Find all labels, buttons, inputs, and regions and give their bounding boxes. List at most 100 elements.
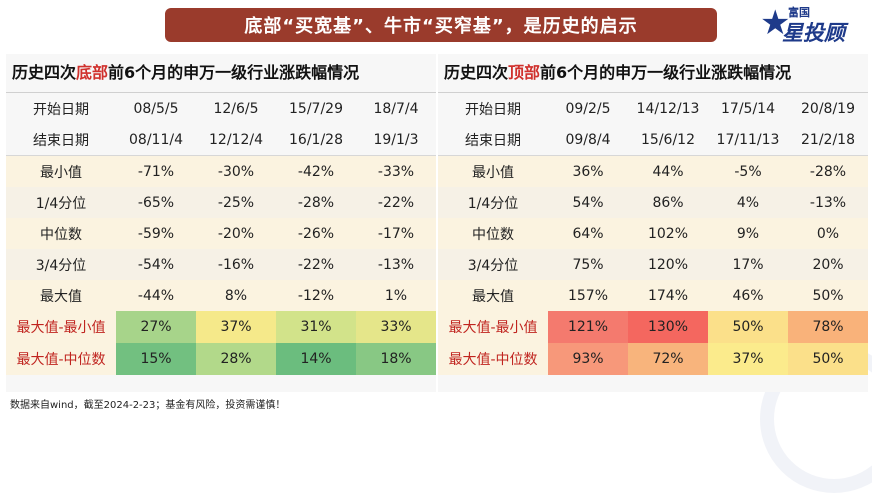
table-cell: -71%	[116, 155, 196, 187]
table-cell: 19/1/3	[356, 124, 436, 156]
bottom-panel: 历史四次底部前6个月的申万一级行业涨跌幅情况 开始日期 08/5/5 12/6/5 1…	[6, 54, 436, 392]
row-label: 开始日期	[465, 101, 521, 118]
table-cell: -42%	[276, 155, 356, 187]
row-label: 最大值-最小值	[438, 311, 548, 343]
table-cell: 0%	[788, 218, 868, 249]
table-cell: 9%	[708, 218, 788, 249]
table-cell: -16%	[196, 249, 276, 280]
table-cell: 09/2/5	[565, 100, 611, 117]
title-suffix: 前6个月的申万一级行业涨跌幅情况	[108, 63, 360, 82]
table-cell: 1%	[356, 280, 436, 311]
table-cell: 20%	[788, 249, 868, 280]
table-cell: -28%	[788, 155, 868, 187]
row-label: 最小值	[438, 155, 548, 187]
table-cell: -13%	[788, 187, 868, 218]
table-row: 3/4分位 -54% -16% -22% -13%	[6, 249, 436, 280]
bottom-panel-title: 历史四次底部前6个月的申万一级行业涨跌幅情况	[6, 54, 436, 93]
row-label: 1/4分位	[6, 187, 116, 218]
table-cell: 21/2/18	[788, 124, 868, 156]
table-cell: -65%	[116, 187, 196, 218]
table-row: 中位数 -59% -20% -26% -17%	[6, 218, 436, 249]
table-cell: 09/8/4	[548, 124, 628, 156]
row-label: 结束日期	[438, 124, 548, 156]
heat-row: 最大值-中位数 15% 28% 14% 18%	[6, 343, 436, 375]
title-highlight: 底部	[76, 63, 109, 82]
table-cell: 12/6/5	[213, 100, 259, 117]
header-row: 开始日期 09/2/5 14/12/13 17/5/14 20/8/19	[438, 93, 868, 124]
header-row: 结束日期 09/8/4 15/6/12 17/11/13 21/2/18	[438, 124, 868, 156]
bottom-table: 开始日期 08/5/5 12/6/5 15/7/29 18/7/4 结束日期 08/11/4…	[6, 93, 436, 375]
table-cell: 17/11/13	[708, 124, 788, 156]
table-cell: -44%	[116, 280, 196, 311]
logo-small-text: 富国	[788, 6, 810, 19]
table-cell: 27%	[116, 311, 196, 343]
table-row: 最小值 36% 44% -5% -28%	[438, 155, 868, 187]
table-cell: 17/5/14	[721, 100, 775, 117]
table-cell: -30%	[196, 155, 276, 187]
table-cell: 37%	[196, 311, 276, 343]
top-table: 开始日期 09/2/5 14/12/13 17/5/14 20/8/19 结束日期 09/8…	[438, 93, 868, 375]
table-row: 1/4分位 54% 86% 4% -13%	[438, 187, 868, 218]
table-cell: 157%	[548, 280, 628, 311]
table-cell: 17%	[708, 249, 788, 280]
row-label: 结束日期	[6, 124, 116, 156]
title-highlight: 顶部	[508, 63, 541, 82]
title-prefix: 历史四次	[444, 63, 509, 82]
table-cell: 78%	[788, 311, 868, 343]
row-label: 开始日期	[33, 101, 89, 118]
row-label: 1/4分位	[438, 187, 548, 218]
star-icon: ★	[760, 3, 791, 43]
table-cell: -59%	[116, 218, 196, 249]
table-cell: -22%	[356, 187, 436, 218]
table-cell: -28%	[276, 187, 356, 218]
table-cell: 46%	[708, 280, 788, 311]
header-row: 结束日期 08/11/4 12/12/4 16/1/28 19/1/3	[6, 124, 436, 156]
heat-row: 最大值-最小值 27% 37% 31% 33%	[6, 311, 436, 343]
table-cell: -22%	[276, 249, 356, 280]
table-cell: -33%	[356, 155, 436, 187]
row-label: 最大值	[6, 280, 116, 311]
row-label: 最大值	[438, 280, 548, 311]
row-label: 最大值-中位数	[6, 343, 116, 375]
heat-row: 最大值-最小值 121% 130% 50% 78%	[438, 311, 868, 343]
table-cell: -26%	[276, 218, 356, 249]
title-prefix: 历史四次	[12, 63, 77, 82]
row-label: 最小值	[6, 155, 116, 187]
title-suffix: 前6个月的申万一级行业涨跌幅情况	[540, 63, 792, 82]
row-label: 最大值-最小值	[6, 311, 116, 343]
table-cell: 14/12/13	[636, 100, 700, 117]
table-cell: -54%	[116, 249, 196, 280]
table-cell: 20/8/19	[801, 100, 855, 117]
table-cell: 15%	[116, 343, 196, 375]
table-cell: 15/7/29	[289, 100, 343, 117]
table-cell: 18%	[356, 343, 436, 375]
table-cell: 72%	[628, 343, 708, 375]
logo-big-text: 星投顾	[782, 21, 845, 45]
table-cell: 8%	[196, 280, 276, 311]
table-cell: -17%	[356, 218, 436, 249]
table-row: 最小值 -71% -30% -42% -33%	[6, 155, 436, 187]
table-cell: 50%	[788, 343, 868, 375]
table-cell: 93%	[548, 343, 628, 375]
table-cell: 37%	[708, 343, 788, 375]
top-panel-title: 历史四次顶部前6个月的申万一级行业涨跌幅情况	[438, 54, 868, 93]
table-cell: 08/11/4	[116, 124, 196, 156]
table-row: 1/4分位 -65% -25% -28% -22%	[6, 187, 436, 218]
table-cell: 16/1/28	[276, 124, 356, 156]
table-cell: 28%	[196, 343, 276, 375]
table-cell: 15/6/12	[628, 124, 708, 156]
table-row: 中位数 64% 102% 9% 0%	[438, 218, 868, 249]
top-panel: 历史四次顶部前6个月的申万一级行业涨跌幅情况 开始日期 09/2/5 14/12/1…	[438, 54, 868, 392]
title-banner: 底部“买宽基”、牛市“买窄基”，是历史的启示	[165, 8, 717, 42]
table-cell: 121%	[548, 311, 628, 343]
row-label: 3/4分位	[438, 249, 548, 280]
table-cell: -13%	[356, 249, 436, 280]
table-cell: 4%	[708, 187, 788, 218]
heat-row: 最大值-中位数 93% 72% 37% 50%	[438, 343, 868, 375]
table-cell: -5%	[708, 155, 788, 187]
table-cell: 54%	[548, 187, 628, 218]
table-cell: -25%	[196, 187, 276, 218]
table-cell: 75%	[548, 249, 628, 280]
table-cell: 102%	[628, 218, 708, 249]
table-cell: 33%	[356, 311, 436, 343]
